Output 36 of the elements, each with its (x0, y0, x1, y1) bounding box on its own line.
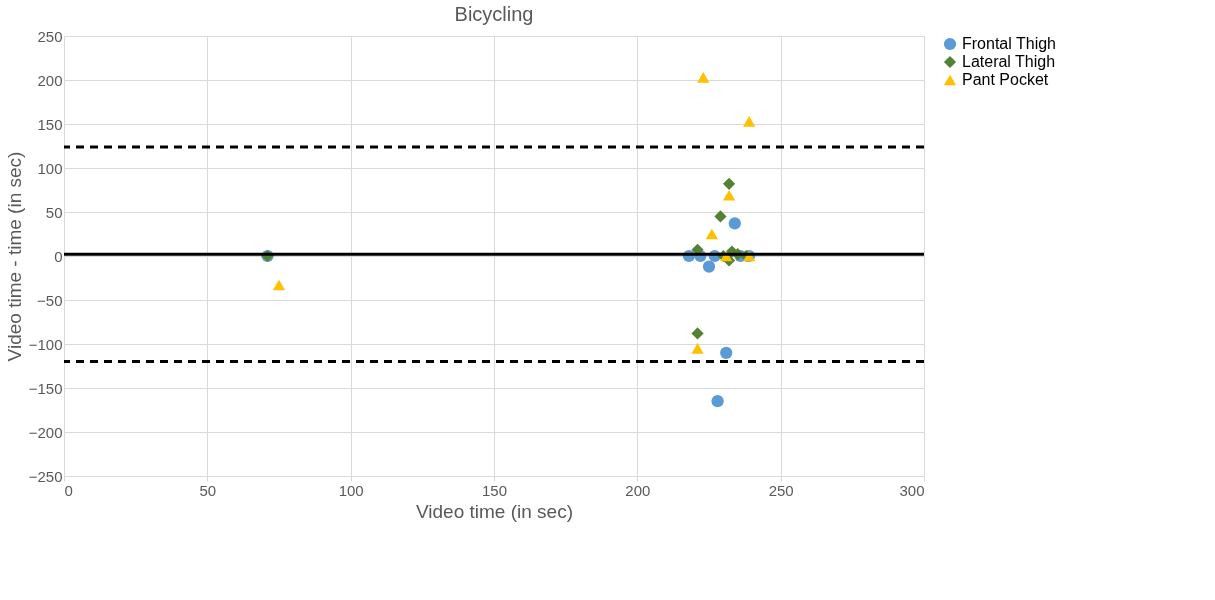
y-tick-label: 250 (37, 27, 63, 45)
legend-label: Lateral Thigh (962, 53, 1056, 70)
x-tick-label: 250 (768, 481, 794, 499)
y-tick-label: −100 (28, 335, 63, 353)
y-tick-label: −250 (28, 467, 63, 485)
legend-label: Frontal Thigh (962, 35, 1056, 52)
x-tick-label: 300 (899, 481, 925, 499)
legend-label: Pant Pocket (962, 71, 1049, 88)
x-axis-title: Video time (in sec) (416, 500, 573, 522)
x-tick-label: 150 (481, 481, 508, 499)
point (722, 189, 736, 201)
y-tick-label: 0 (54, 247, 63, 265)
point (702, 260, 716, 273)
point (722, 177, 736, 190)
point (691, 343, 704, 354)
point (691, 327, 704, 340)
point (720, 346, 733, 359)
y-tick-label: −50 (37, 291, 63, 309)
x-tick-label: 100 (338, 481, 364, 499)
y-tick-label: 100 (37, 159, 63, 177)
point (714, 210, 727, 223)
y-tick-label: 150 (37, 115, 63, 133)
x-tick-label: 50 (199, 481, 217, 499)
y-tick-label: −150 (28, 379, 63, 397)
y-tick-label: −200 (28, 423, 63, 441)
x-tick-label: 200 (625, 481, 651, 499)
point (272, 279, 286, 291)
point (705, 228, 718, 240)
point (711, 395, 724, 408)
y-axis-title: Video time - time (in sec) (3, 151, 25, 362)
point (697, 72, 710, 83)
y-tick-label: 50 (45, 203, 63, 221)
point (728, 217, 741, 230)
point (743, 116, 756, 127)
y-tick-label: 200 (37, 71, 63, 89)
chart-title: Bicycling (454, 3, 534, 25)
